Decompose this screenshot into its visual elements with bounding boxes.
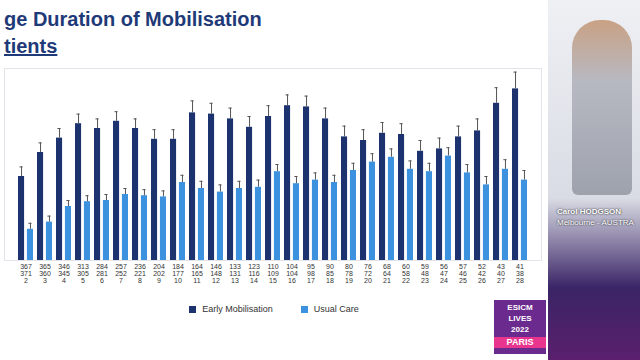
svg-text:2362218: 2362218 — [134, 263, 146, 284]
svg-text:3673712: 3673712 — [20, 263, 32, 284]
html-text:ESICM: ESICM — [507, 303, 533, 312]
svg-text:574625: 574625 — [459, 263, 467, 284]
html-text:ge Duration of Mobilisation: ge Duration of Mobilisation — [4, 8, 262, 30]
svg-text:908518: 908518 — [326, 263, 334, 284]
svg-text:686421: 686421 — [383, 263, 391, 284]
svg-text:18417710: 18417710 — [172, 263, 184, 284]
svg-text:16416511: 16416511 — [191, 263, 203, 284]
svg-text:12311614: 12311614 — [248, 263, 260, 284]
svg-text:11010915: 11010915 — [267, 263, 279, 284]
svg-text:767220: 767220 — [364, 263, 372, 284]
html-text:tients: tients — [4, 35, 58, 57]
svg-text:2572527: 2572527 — [115, 263, 127, 284]
html-text:2022: 2022 — [511, 325, 529, 334]
svg-text:3463454: 3463454 — [58, 263, 70, 284]
svg-text:3133055: 3133055 — [77, 263, 89, 284]
svg-text:413828: 413828 — [516, 263, 524, 284]
html-text:PARIS: PARIS — [506, 337, 534, 347]
svg-text:2042029: 2042029 — [153, 263, 165, 284]
html-text:Melbourne - AUSTRA: Melbourne - AUSTRA — [557, 218, 634, 227]
svg-text:13313113: 13313113 — [229, 263, 241, 284]
html-text:Usual Care: Usual Care — [313, 304, 359, 314]
svg-text:10410416: 10410416 — [286, 263, 298, 284]
svg-text:3653603: 3653603 — [39, 263, 51, 284]
svg-text:434027: 434027 — [497, 263, 505, 284]
svg-text:807819: 807819 — [345, 263, 353, 284]
svg-text:594823: 594823 — [421, 263, 429, 284]
svg-text:524226: 524226 — [478, 263, 486, 284]
html-text:Carol HODGSON: Carol HODGSON — [557, 207, 621, 216]
svg-text:959817: 959817 — [307, 263, 315, 284]
svg-text:14614812: 14614812 — [210, 263, 222, 284]
html-text:LIVES: LIVES — [508, 314, 532, 323]
svg-text:564724: 564724 — [440, 263, 448, 284]
html-text:Early Mobilisation: Early Mobilisation — [202, 304, 273, 314]
svg-text:605822: 605822 — [402, 263, 410, 284]
svg-text:2842816: 2842816 — [96, 263, 108, 284]
